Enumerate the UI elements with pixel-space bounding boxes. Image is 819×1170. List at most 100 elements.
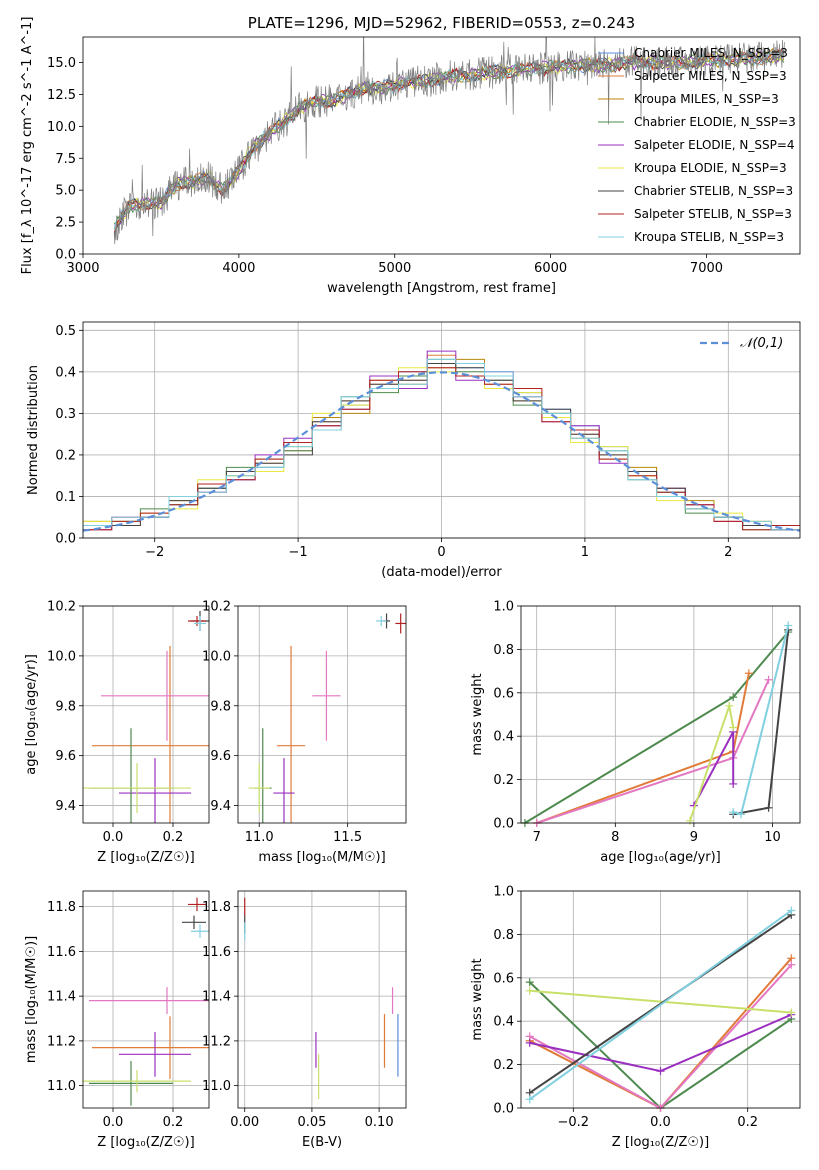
axes-frame	[82, 890, 210, 1109]
legend-label: Chabrier ELODIE, N_SSP=3	[634, 115, 796, 129]
y-tick-label: 9.6	[210, 749, 231, 764]
mass-weight-marker	[729, 723, 738, 732]
y-tick-label: 0.3	[55, 407, 76, 422]
x-tick-label: 4000	[222, 261, 255, 276]
x-tick-label: 0.10	[365, 1115, 394, 1130]
legend-label: Kroupa ELODIE, N_SSP=3	[634, 161, 787, 175]
y-tick-label: 9.4	[55, 799, 76, 814]
y-tick-label: 0.4	[55, 365, 76, 380]
x-tick-label: 0.2	[737, 1115, 758, 1130]
mass-weight-line	[536, 673, 750, 824]
mass-weight-line	[524, 631, 789, 824]
x-tick-label: −0.2	[558, 1115, 590, 1130]
y-tick-label: 10.0	[47, 649, 76, 664]
errorbar-group	[83, 610, 209, 823]
x-axis-label: mass [log₁₀(M/M☉)]	[258, 850, 385, 865]
legend-label: 𝒩(0,1)	[740, 336, 783, 351]
errorbar-group	[248, 613, 406, 823]
mass-weight-marker	[525, 986, 534, 995]
axes-frame	[82, 36, 801, 255]
y-tick-label: 15.0	[47, 56, 76, 71]
legend-label: Salpeter ELODIE, N_SSP=4	[634, 138, 795, 152]
legend-label: Salpeter STELIB, N_SSP=3	[634, 207, 792, 221]
x-tick-label: 7	[533, 830, 541, 845]
x-tick-label: 0	[437, 545, 445, 560]
y-axis-label: age [log₁₀(age/yr)]	[24, 654, 39, 775]
y-tick-label: 9.4	[210, 799, 231, 814]
y-tick-label: 9.8	[55, 699, 76, 714]
x-axis-label: age [log₁₀(age/yr)]	[600, 850, 721, 865]
y-tick-label: 0.8	[493, 928, 514, 943]
mass-weight-marker	[737, 810, 746, 819]
y-tick-label: 11.6	[202, 945, 231, 960]
x-tick-label: 0.0	[650, 1115, 671, 1130]
mass-weight-marker	[784, 621, 793, 630]
x-tick-label: 11.5	[333, 830, 362, 845]
y-tick-label: 0.0	[493, 817, 514, 832]
y-tick-label: 11.8	[47, 900, 76, 915]
x-tick-label: 10	[764, 830, 781, 845]
errorbar-group	[244, 897, 399, 1100]
y-tick-label: 11.0	[47, 1079, 76, 1094]
x-tick-label: −1	[289, 545, 308, 560]
x-axis-label: Z [log₁₀(Z/Z☉)]	[612, 1135, 709, 1150]
y-tick-label: 0.6	[493, 971, 514, 986]
data-spectrum-line	[113, 37, 785, 245]
mass-weight-marker	[729, 779, 738, 788]
y-tick-label: 9.8	[210, 699, 231, 714]
y-tick-label: 0.4	[493, 730, 514, 745]
y-tick-label: 9.6	[55, 749, 76, 764]
plot-title: PLATE=1296, MJD=52962, FIBERID=0553, z=0…	[248, 14, 635, 32]
y-axis-label: mass weight	[470, 958, 485, 1040]
x-axis-label: (data-model)/error	[381, 565, 502, 580]
mass-weight-marker	[787, 906, 796, 915]
residual-histogram	[82, 363, 800, 538]
x-tick-label: 9	[690, 830, 698, 845]
axes-frame	[520, 605, 801, 824]
mass-weight-line	[732, 625, 790, 816]
mass-weight-marker	[787, 1008, 796, 1017]
y-tick-label: 10.0	[202, 649, 231, 664]
x-tick-label: 0.0	[103, 1115, 124, 1130]
mass-weight-marker	[525, 1095, 534, 1104]
y-tick-label: 0.2	[493, 773, 514, 788]
x-tick-label: 0.00	[230, 1115, 259, 1130]
y-tick-label: 1.0	[493, 885, 514, 900]
axes-frame	[520, 890, 801, 1109]
x-tick-label: 0.05	[297, 1115, 326, 1130]
mass-weight-marker	[525, 978, 534, 987]
x-axis-label: E(B-V)	[302, 1135, 342, 1150]
x-tick-label: 3000	[66, 261, 99, 276]
x-axis-label: wavelength [Angstrom, rest frame]	[327, 281, 556, 296]
legend-label: Kroupa STELIB, N_SSP=3	[634, 230, 784, 244]
mass-weight-line	[529, 909, 792, 1101]
mass-weight-marker	[764, 675, 773, 684]
y-axis-label: Normed distribution	[26, 365, 41, 495]
y-tick-label: 11.2	[47, 1034, 76, 1049]
mass-weight-marker	[764, 803, 773, 812]
y-tick-label: 2.5	[55, 216, 76, 231]
legend-label: Chabrier STELIB, N_SSP=3	[634, 184, 793, 198]
mass-weight-marker	[744, 669, 753, 678]
x-tick-label: 11.0	[245, 830, 274, 845]
y-axis-label: Flux [f_λ 10^-17 erg cm^-2 s^-1 A^-1]	[20, 17, 35, 275]
y-axis-label: mass weight	[470, 673, 485, 755]
y-tick-label: 10.2	[47, 600, 76, 615]
x-tick-label: 0.0	[103, 830, 124, 845]
x-tick-label: 6000	[534, 261, 567, 276]
y-tick-label: 0.0	[55, 532, 76, 547]
y-tick-label: 0.5	[55, 324, 76, 339]
errorbar-group	[83, 897, 209, 1106]
y-tick-label: 0.6	[493, 686, 514, 701]
spectrum-group	[113, 37, 785, 245]
y-tick-label: 11.0	[202, 1079, 231, 1094]
mass-weight-marker	[685, 816, 694, 825]
x-axis-label: Z [log₁₀(Z/Z☉)]	[97, 850, 194, 865]
x-tick-label: 7000	[690, 261, 723, 276]
axes-frame	[82, 605, 210, 824]
y-tick-label: 12.5	[47, 88, 76, 103]
y-tick-label: 5.0	[55, 184, 76, 199]
axes-frame	[82, 321, 801, 539]
mass-weight-marker	[729, 808, 738, 817]
